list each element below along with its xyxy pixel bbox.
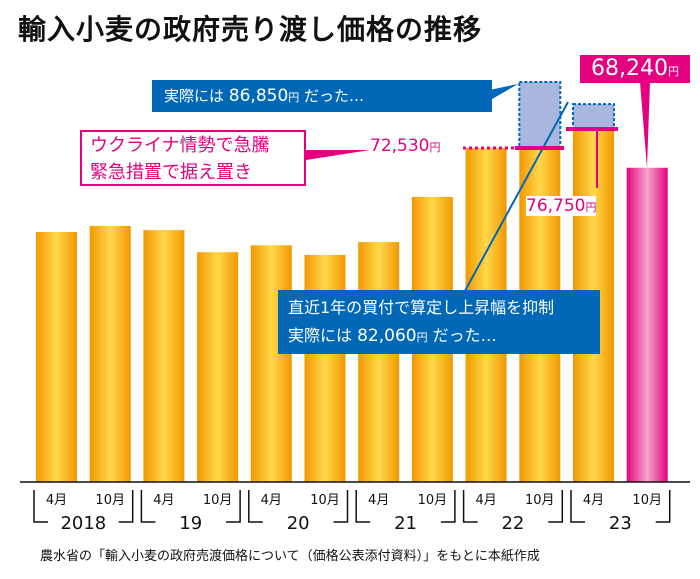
yen-unit: 円 [416, 331, 428, 344]
year-bracket [462, 490, 564, 523]
year-bracket [570, 490, 671, 523]
actual1-prefix: 実際には [164, 87, 229, 105]
freeze-callout: ウクライナ情勢で急騰 緊急措置で据え置き [80, 130, 306, 186]
label-76750: 76,750円 [526, 196, 597, 216]
year-tick-label: 2018 [60, 513, 106, 534]
actual-callout-1: 実際には 86,850円 だった… [152, 80, 492, 112]
freeze-line2: 緊急措置で据え置き [90, 162, 252, 183]
source-note: 農水省の「輸入小麦の政府売渡価格について（価格公表添付資料）」をもとに本紙作成 [40, 549, 540, 564]
actual2-prefix: 実際には [288, 326, 358, 345]
year-bracket [355, 490, 456, 523]
month-tick-label: 10月 [418, 493, 448, 508]
hypothetical-bar [572, 103, 615, 130]
label-68240-value: 68,240 [591, 56, 668, 81]
bar-2018年4月 [36, 231, 77, 482]
actual2-value: 82,060 [357, 326, 417, 346]
bar-2021年4月 [358, 242, 400, 482]
label-72530-value: 72,530 [370, 136, 430, 156]
yen-unit: 円 [667, 65, 679, 78]
year-bracket [248, 490, 349, 523]
month-tick-label: 10月 [632, 493, 662, 508]
month-tick-label: 10月 [310, 493, 340, 508]
year-tick-label: 19 [179, 513, 202, 534]
label-68240: 68,240円 [580, 55, 690, 83]
chart-title: 輸入小麦の政府売り渡し価格の推移 [18, 13, 483, 46]
month-tick-label: 4月 [368, 493, 389, 508]
hypothetical-bar [518, 81, 562, 149]
year-tick-label: 20 [287, 513, 310, 534]
month-tick-label: 10月 [525, 493, 555, 508]
yen-unit: 円 [288, 91, 300, 104]
actual2-suffix: だった… [427, 326, 497, 345]
bar-2020年4月 [250, 245, 292, 482]
month-tick-label: 10月 [203, 493, 233, 508]
calc-line1: 直近1年の買付で算定し上昇幅を抑制 [288, 298, 555, 317]
bar-2019年4月 [143, 230, 185, 482]
month-tick-label: 4月 [475, 493, 496, 508]
yen-unit: 円 [429, 141, 441, 154]
year-tick-label: 23 [609, 513, 632, 534]
label-72530: 72,530円 [370, 136, 441, 156]
month-tick-label: 4月 [261, 493, 282, 508]
callout-pointer-2 [459, 101, 569, 301]
bar-2019年10月 [197, 252, 239, 482]
month-tick-label: 10月 [95, 493, 125, 508]
year-bracket [140, 490, 241, 523]
label-76750-value: 76,750 [526, 196, 586, 216]
actual-callout-2: 直近1年の買付で算定し上昇幅を抑制 実際には 82,060円 だった… [278, 290, 600, 354]
year-tick-label: 22 [501, 513, 524, 534]
month-tick-label: 4月 [153, 493, 174, 508]
callout-pointer-freeze [306, 150, 370, 160]
year-tick-label: 21 [394, 513, 417, 534]
actual1-suffix: だった… [299, 87, 365, 105]
bar-2023年10月 [626, 167, 668, 482]
freeze-line1: ウクライナ情勢で急騰 [90, 135, 270, 156]
callout-pointer-pink [640, 82, 650, 168]
actual1-value: 86,850 [228, 86, 289, 106]
bar-2018年10月 [89, 225, 131, 482]
year-bracket [33, 490, 134, 523]
month-tick-label: 4月 [46, 493, 67, 508]
month-tick-label: 4月 [583, 493, 604, 508]
yen-unit: 円 [585, 201, 597, 214]
